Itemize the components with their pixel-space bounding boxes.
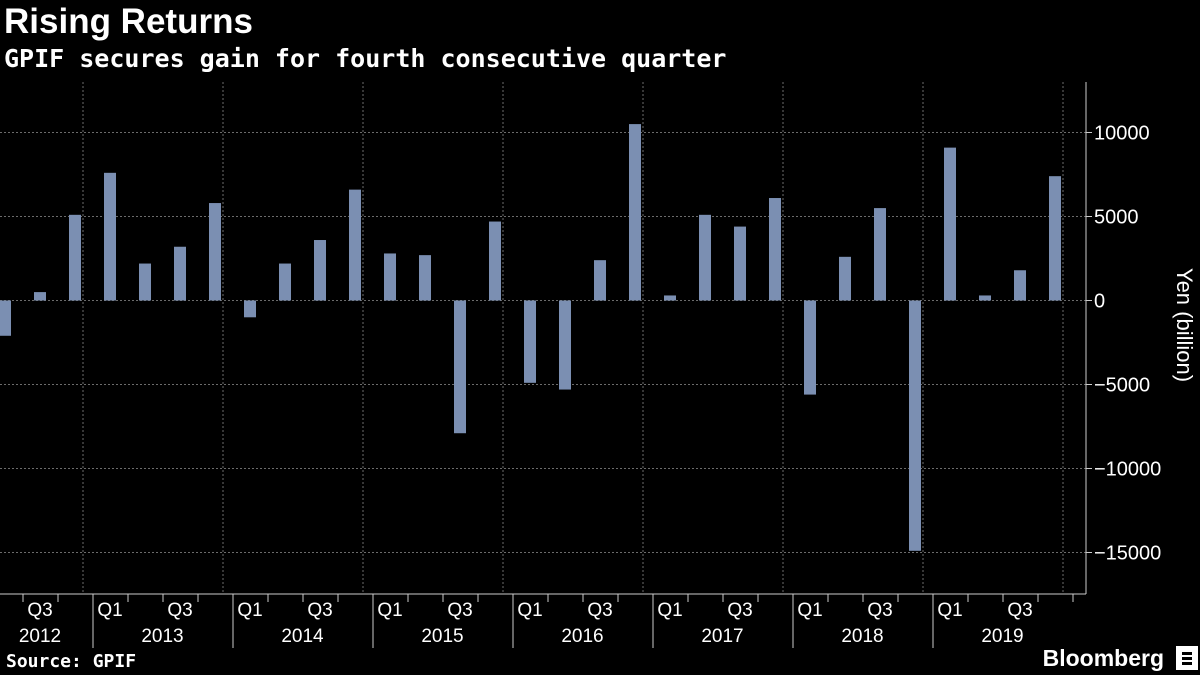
bar-2017-q1 (664, 295, 676, 301)
bar-2013-q1 (104, 172, 116, 301)
bloomberg-logo: Bloomberg (1042, 645, 1164, 671)
bar-2017-q3 (734, 226, 746, 301)
x-quarter-label: Q3 (867, 600, 892, 621)
bar-2015-q3 (454, 300, 466, 434)
bar-2017-q2 (699, 214, 711, 301)
axes: 10000 5000 0 −5000 −10000 −15000 Q3 Q1 Q3 Q1 Q3 Q1 Q… (0, 82, 1161, 648)
x-quarter-label: Q3 (727, 600, 752, 621)
bar-2014-q2 (279, 263, 291, 301)
bar-2018-q1 (804, 300, 816, 395)
bar-2013-q4 (209, 203, 221, 301)
bar-2015-q2 (419, 255, 431, 301)
x-year-label: 2015 (421, 626, 463, 647)
bloomberg-terminal-icon (1176, 646, 1198, 670)
bar-2014-q4 (349, 189, 361, 301)
x-year-label: 2016 (561, 626, 603, 647)
bar-2016-q1 (524, 300, 536, 383)
bar-2018-q2 (839, 256, 851, 301)
bar-2019-q2 (979, 295, 991, 301)
chart-subtitle: GPIF secures gain for fourth consecutive… (4, 44, 727, 73)
bar-2019-q3 (1014, 270, 1026, 301)
y-tick-label: −10000 (1094, 459, 1161, 481)
y-tick-label: −5000 (1094, 375, 1150, 397)
x-quarter-label: Q1 (937, 600, 962, 621)
bar-2016-q3 (594, 260, 606, 301)
bar-2014-q1 (244, 300, 256, 318)
bar-2019-q1 (944, 147, 956, 301)
x-quarter-label: Q3 (307, 600, 332, 621)
bar-2018-q4 (909, 300, 921, 551)
x-year-label: 2019 (981, 626, 1023, 647)
x-year-label: 2018 (841, 626, 883, 647)
x-quarter-label: Q1 (797, 600, 822, 621)
bar-2016-q4 (629, 124, 641, 301)
grid-lines (0, 82, 1086, 594)
bar-2015-q1 (384, 253, 396, 301)
bar-2012-q4 (69, 214, 81, 301)
bars (0, 124, 1061, 551)
source-note: Source: GPIF (6, 651, 137, 672)
bar-2015-q4 (489, 221, 501, 301)
x-quarter-label: Q3 (27, 600, 52, 621)
y-tick-label: 10000 (1094, 123, 1150, 145)
x-quarter-label: Q3 (587, 600, 612, 621)
x-year-label: 2013 (141, 626, 183, 647)
x-year-label: 2014 (281, 626, 324, 647)
bar-2013-q2 (139, 263, 151, 301)
x-year-label: 2012 (19, 626, 61, 647)
x-quarter-label: Q3 (447, 600, 472, 621)
y-tick-label: 0 (1094, 291, 1105, 313)
bar-2012-q2 (0, 300, 11, 336)
y-axis-label: Yen (billion) (1172, 268, 1197, 382)
chart-title: Rising Returns (4, 2, 253, 41)
x-quarter-label: Q3 (1007, 600, 1032, 621)
x-quarter-label: Q1 (657, 600, 682, 621)
x-quarter-label: Q1 (97, 600, 122, 621)
x-quarter-label: Q3 (167, 600, 192, 621)
bar-2018-q3 (874, 208, 886, 301)
x-year-label: 2017 (701, 626, 743, 647)
bar-2019-q4 (1049, 176, 1061, 301)
x-quarter-label: Q1 (237, 600, 262, 621)
x-quarter-label: Q1 (377, 600, 402, 621)
bar-2013-q3 (174, 246, 186, 301)
bar-2012-q3 (34, 292, 46, 301)
x-quarter-label: Q1 (517, 600, 542, 621)
bar-2017-q4 (769, 198, 781, 301)
bar-2014-q3 (314, 240, 326, 301)
y-tick-label: 5000 (1094, 207, 1139, 229)
y-tick-label: −15000 (1094, 543, 1161, 565)
bar-2016-q2 (559, 300, 571, 390)
